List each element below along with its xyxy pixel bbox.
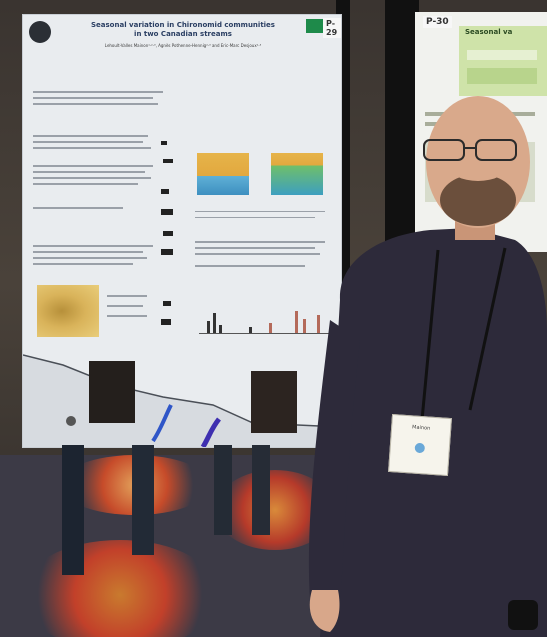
poster-title-line: in two Canadian streams bbox=[134, 30, 232, 38]
poster-text bbox=[33, 251, 143, 253]
poster-number: P-30 bbox=[423, 16, 452, 28]
shirt-sleeve bbox=[308, 320, 360, 610]
board-stand bbox=[385, 0, 419, 270]
person-leg bbox=[132, 445, 154, 555]
poster-text bbox=[33, 103, 158, 105]
research-poster: Seasonal variation in Chironomid communi… bbox=[22, 14, 342, 448]
bar bbox=[163, 301, 171, 306]
badge-name: Mainon bbox=[411, 424, 431, 432]
poster-text bbox=[33, 257, 147, 259]
bar bbox=[269, 323, 272, 333]
poster-title: Seasonal va bbox=[465, 28, 513, 36]
bar bbox=[303, 319, 306, 333]
poster-text bbox=[33, 171, 145, 173]
glasses bbox=[475, 139, 517, 161]
poster-text bbox=[33, 135, 148, 137]
poster-text bbox=[195, 217, 315, 218]
poster-text bbox=[107, 305, 143, 307]
stacked-bar-chart bbox=[197, 153, 249, 195]
glasses bbox=[423, 139, 465, 161]
map-marker bbox=[66, 416, 76, 426]
results-bar-chart bbox=[199, 293, 329, 334]
poster-text bbox=[195, 241, 325, 243]
badge-logo bbox=[414, 442, 426, 454]
poster-text bbox=[33, 183, 138, 185]
lanyard bbox=[468, 247, 507, 411]
stream-line bbox=[200, 417, 221, 447]
poster-text bbox=[33, 207, 123, 209]
poster-title-line: Seasonal variation in Chironomid communi… bbox=[91, 21, 275, 29]
bar bbox=[249, 327, 252, 333]
bar bbox=[163, 231, 173, 236]
presenter-hand bbox=[309, 590, 340, 632]
bar bbox=[213, 313, 216, 333]
stream-photo bbox=[89, 361, 135, 423]
stream-line bbox=[151, 404, 173, 443]
poster-title: Seasonal variation in Chironomid communi… bbox=[73, 21, 293, 39]
bar bbox=[161, 249, 173, 255]
presenter-face bbox=[448, 149, 508, 181]
stream-photo bbox=[251, 371, 297, 433]
bar bbox=[161, 319, 171, 325]
university-seal bbox=[29, 21, 51, 43]
poster-banner: Seasonal va bbox=[459, 26, 547, 96]
lanyard bbox=[420, 249, 440, 421]
bar-figure bbox=[161, 141, 175, 341]
poster-text bbox=[195, 265, 305, 267]
bar bbox=[219, 325, 222, 333]
poster-text bbox=[195, 253, 320, 255]
poster-number: P-29 bbox=[323, 18, 341, 38]
poster-text bbox=[33, 245, 153, 247]
poster-text bbox=[467, 50, 537, 60]
poster-text bbox=[33, 165, 153, 167]
stacked-bar-chart bbox=[271, 153, 323, 195]
bar bbox=[161, 209, 173, 215]
bar bbox=[161, 189, 169, 194]
person-leg bbox=[214, 445, 232, 535]
poster-text bbox=[33, 263, 133, 265]
bar bbox=[161, 141, 167, 145]
person-leg bbox=[252, 445, 270, 535]
carpet-pattern bbox=[20, 540, 220, 637]
watch bbox=[508, 600, 538, 630]
name-badge: Mainon bbox=[388, 413, 452, 477]
poster-text bbox=[107, 295, 147, 297]
bar bbox=[207, 321, 210, 333]
person-leg bbox=[62, 445, 84, 575]
bar bbox=[317, 315, 320, 333]
poster-text bbox=[195, 247, 315, 249]
poster-text bbox=[107, 315, 147, 317]
microscope-image bbox=[37, 285, 99, 337]
logo bbox=[306, 19, 324, 33]
bar bbox=[295, 311, 298, 333]
poster-authors: Lehoult-Valles Mainon¹·²·³, Agnès Pothen… bbox=[104, 43, 262, 48]
poster-text bbox=[33, 147, 151, 149]
presenter-beard bbox=[440, 174, 516, 226]
poster-box bbox=[467, 68, 537, 84]
poster-text bbox=[33, 97, 153, 99]
poster-text bbox=[33, 177, 151, 179]
poster-text bbox=[195, 211, 325, 212]
poster-text bbox=[33, 141, 143, 143]
study-map bbox=[23, 354, 341, 447]
poster-text bbox=[33, 91, 163, 93]
bar bbox=[163, 159, 173, 163]
